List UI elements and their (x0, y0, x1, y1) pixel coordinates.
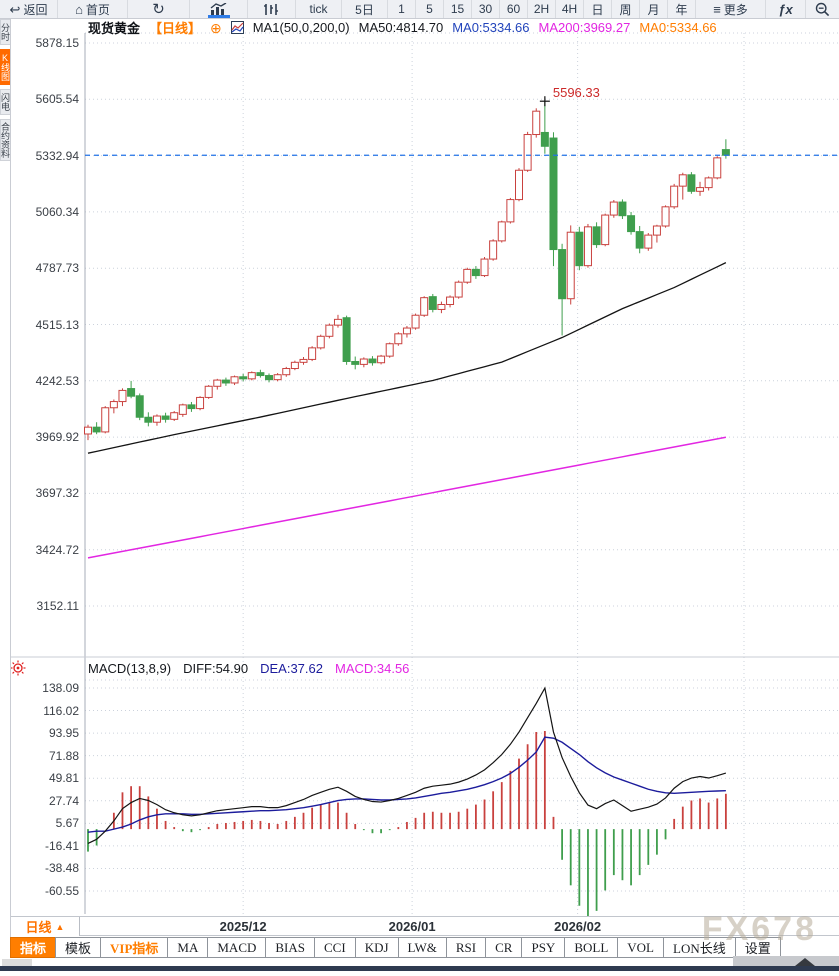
tab-cr[interactable]: CR (485, 937, 523, 958)
triangle-up-icon: ▲ (55, 921, 65, 932)
tick-label: tick (309, 2, 328, 16)
interval-5m-button[interactable]: 5 (416, 0, 444, 18)
hamburger-icon: ≡ (713, 1, 721, 17)
chart-mode-sidebar: 分时图 K线图 闪电图 合约资料 (0, 19, 11, 937)
interval-label: 5 (426, 2, 433, 16)
circle-plus-icon[interactable]: ⊕ (210, 19, 222, 36)
interval-label: 日 (591, 2, 604, 17)
macd-value: MACD:34.56 (334, 661, 410, 676)
interval-year-button[interactable]: 年 (668, 0, 696, 18)
tab-kdj[interactable]: KDJ (354, 937, 399, 958)
ohlc-style-button[interactable] (248, 0, 296, 18)
ma50-value: MA50:4814.70 (358, 20, 444, 35)
interval-label: 2H (533, 2, 550, 16)
tab-cci[interactable]: CCI (314, 937, 356, 958)
tab-templates[interactable]: 模板 (55, 937, 102, 958)
tab-psy[interactable]: PSY (521, 937, 566, 958)
more-label: 更多 (723, 2, 748, 17)
tab-lon[interactable]: LON长线 (663, 937, 736, 958)
period-selector[interactable]: 日线 ▲ (11, 917, 80, 936)
back-label: 返回 (23, 2, 48, 17)
main-chart-header: 现货黄金 【日线】 ⊕ MA1(50,0,200,0) MA50:4814.70… (88, 19, 717, 36)
fine-print (2, 959, 32, 966)
svg-text:5596.33: 5596.33 (553, 85, 600, 100)
sidebar-item-candlestick[interactable]: K线图 (0, 49, 10, 85)
five-day-label: 5日 (355, 2, 374, 17)
interval-label: 周 (619, 2, 632, 17)
top-toolbar: ↩ 返回 ⌂ 首页 ↻ tick 5日 1 5 15 30 60 (0, 0, 839, 19)
interval-day-button[interactable]: 日 (584, 0, 612, 18)
indicator-tab-bar: 指标 模板 VIP指标 MA MACD BIAS CCI KDJ LW& RSI… (10, 937, 839, 958)
interval-week-button[interactable]: 周 (612, 0, 640, 18)
home-button[interactable]: ⌂ 首页 (58, 0, 128, 18)
tab-bias[interactable]: BIAS (265, 937, 316, 958)
interval-label: 60 (506, 2, 521, 16)
refresh-button[interactable]: ↻ (128, 0, 190, 18)
home-label: 首页 (85, 2, 110, 17)
ma200-value: MA200:3969.27 (538, 20, 631, 35)
interval-month-button[interactable]: 月 (640, 0, 668, 18)
interval-4h-button[interactable]: 4H (556, 0, 584, 18)
ma-settings-text: MA1(50,0,200,0) (252, 20, 350, 35)
tab-rsi[interactable]: RSI (445, 937, 487, 958)
sidebar-item-contract-info[interactable]: 合约资料 (0, 119, 10, 161)
zoom-out-icon (815, 2, 830, 16)
interval-label: 月 (647, 2, 660, 17)
interval-15m-button[interactable]: 15 (444, 0, 472, 18)
bottom-status-bar (0, 966, 839, 971)
diff-value: DIFF:54.90 (183, 661, 249, 676)
home-icon: ⌂ (75, 1, 83, 17)
interval-60m-button[interactable]: 60 (500, 0, 528, 18)
macd-header: MACD(13,8,9) DIFF:54.90 DEA:37.62 MACD:3… (88, 661, 409, 676)
interval-30m-button[interactable]: 30 (472, 0, 500, 18)
formula-button[interactable]: ƒx (766, 0, 806, 18)
indicator-settings-icon[interactable] (10, 660, 26, 681)
interval-2h-button[interactable]: 2H (528, 0, 556, 18)
collapse-triangle-icon[interactable] (795, 958, 815, 966)
back-button[interactable]: ↩ 返回 (0, 0, 58, 18)
tab-settings[interactable]: 设置 (734, 937, 781, 958)
ohlc-bars-icon (263, 3, 278, 15)
ma-settings-icon[interactable] (230, 21, 244, 34)
bar-chart-icon (210, 2, 227, 16)
tab-vol[interactable]: VOL (617, 937, 664, 958)
active-tool-indicator (207, 15, 230, 18)
tick-interval-button[interactable]: tick (296, 0, 342, 18)
refresh-icon: ↻ (152, 0, 165, 18)
x-axis-row: 日线 ▲ (11, 916, 839, 936)
interval-1m-button[interactable]: 1 (388, 0, 416, 18)
more-button[interactable]: ≡ 更多 (696, 0, 766, 18)
ma0-value-blue: MA0:5334.66 (452, 20, 530, 35)
interval-label: 年 (675, 2, 688, 17)
tab-ma[interactable]: MA (167, 937, 209, 958)
back-arrow-icon: ↩ (9, 1, 21, 17)
interval-label: 1 (398, 2, 405, 16)
symbol-name: 现货黄金 (88, 21, 141, 36)
tab-macd[interactable]: MACD (207, 937, 267, 958)
interval-label: 15 (450, 2, 465, 16)
chart-type-button[interactable] (190, 0, 248, 18)
sidebar-item-lightning[interactable]: 闪电图 (0, 89, 10, 115)
horizontal-scrollbar[interactable] (733, 956, 839, 967)
sidebar-item-timeshare[interactable]: 分时图 (0, 19, 10, 45)
period-label: 日线 (25, 920, 52, 935)
interval-label: 30 (478, 2, 493, 16)
tab-boll[interactable]: BOLL (564, 937, 619, 958)
macd-params: MACD(13,8,9) (88, 661, 172, 676)
tab-lw[interactable]: LW& (397, 937, 447, 958)
fx-icon: ƒx (778, 1, 793, 17)
interval-label: 4H (561, 2, 578, 16)
ma0-value-orange: MA0:5334.66 (639, 20, 717, 35)
dea-value: DEA:37.62 (260, 661, 323, 676)
interval-5day-button[interactable]: 5日 (342, 0, 388, 18)
tab-vip-indicators[interactable]: VIP指标 (100, 937, 169, 958)
period-tag: 【日线】 (149, 21, 202, 36)
zoom-out-button[interactable] (806, 0, 839, 18)
tab-indicators[interactable]: 指标 (10, 937, 57, 958)
